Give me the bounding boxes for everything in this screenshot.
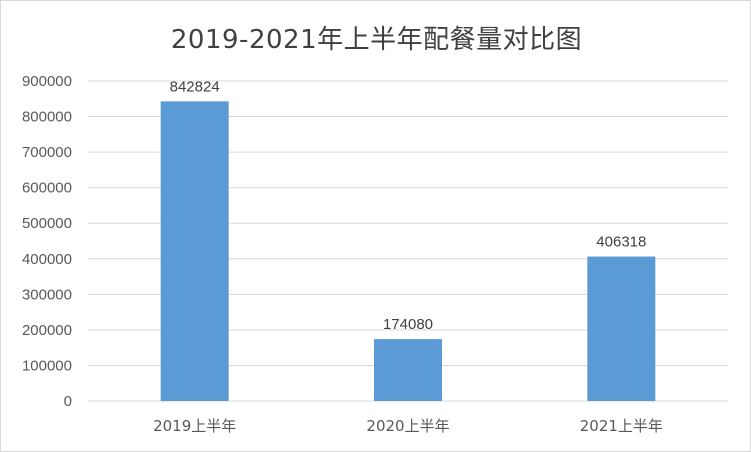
y-tick-label: 100000	[22, 357, 72, 374]
chart-title: 2019-2021年上半年配餐量对比图	[170, 25, 583, 55]
bar	[160, 101, 229, 401]
y-tick-label: 400000	[22, 251, 72, 268]
x-tick-label: 2019上半年	[153, 417, 236, 435]
x-tick-label: 2020上半年	[366, 417, 449, 435]
data-label: 174080	[383, 316, 433, 333]
data-label: 842824	[170, 78, 220, 95]
y-tick-label: 500000	[22, 215, 72, 232]
y-tick-label: 300000	[22, 286, 72, 303]
y-tick-label: 800000	[22, 109, 72, 126]
x-tick-label: 2021上半年	[580, 417, 663, 435]
y-tick-label: 900000	[22, 73, 72, 90]
bar	[587, 256, 656, 401]
y-tick-label: 600000	[22, 180, 72, 197]
y-tick-label: 0	[64, 393, 72, 410]
bar	[374, 339, 442, 401]
data-label: 406318	[596, 234, 646, 251]
y-tick-label: 200000	[22, 322, 72, 339]
y-tick-label: 700000	[22, 144, 72, 161]
